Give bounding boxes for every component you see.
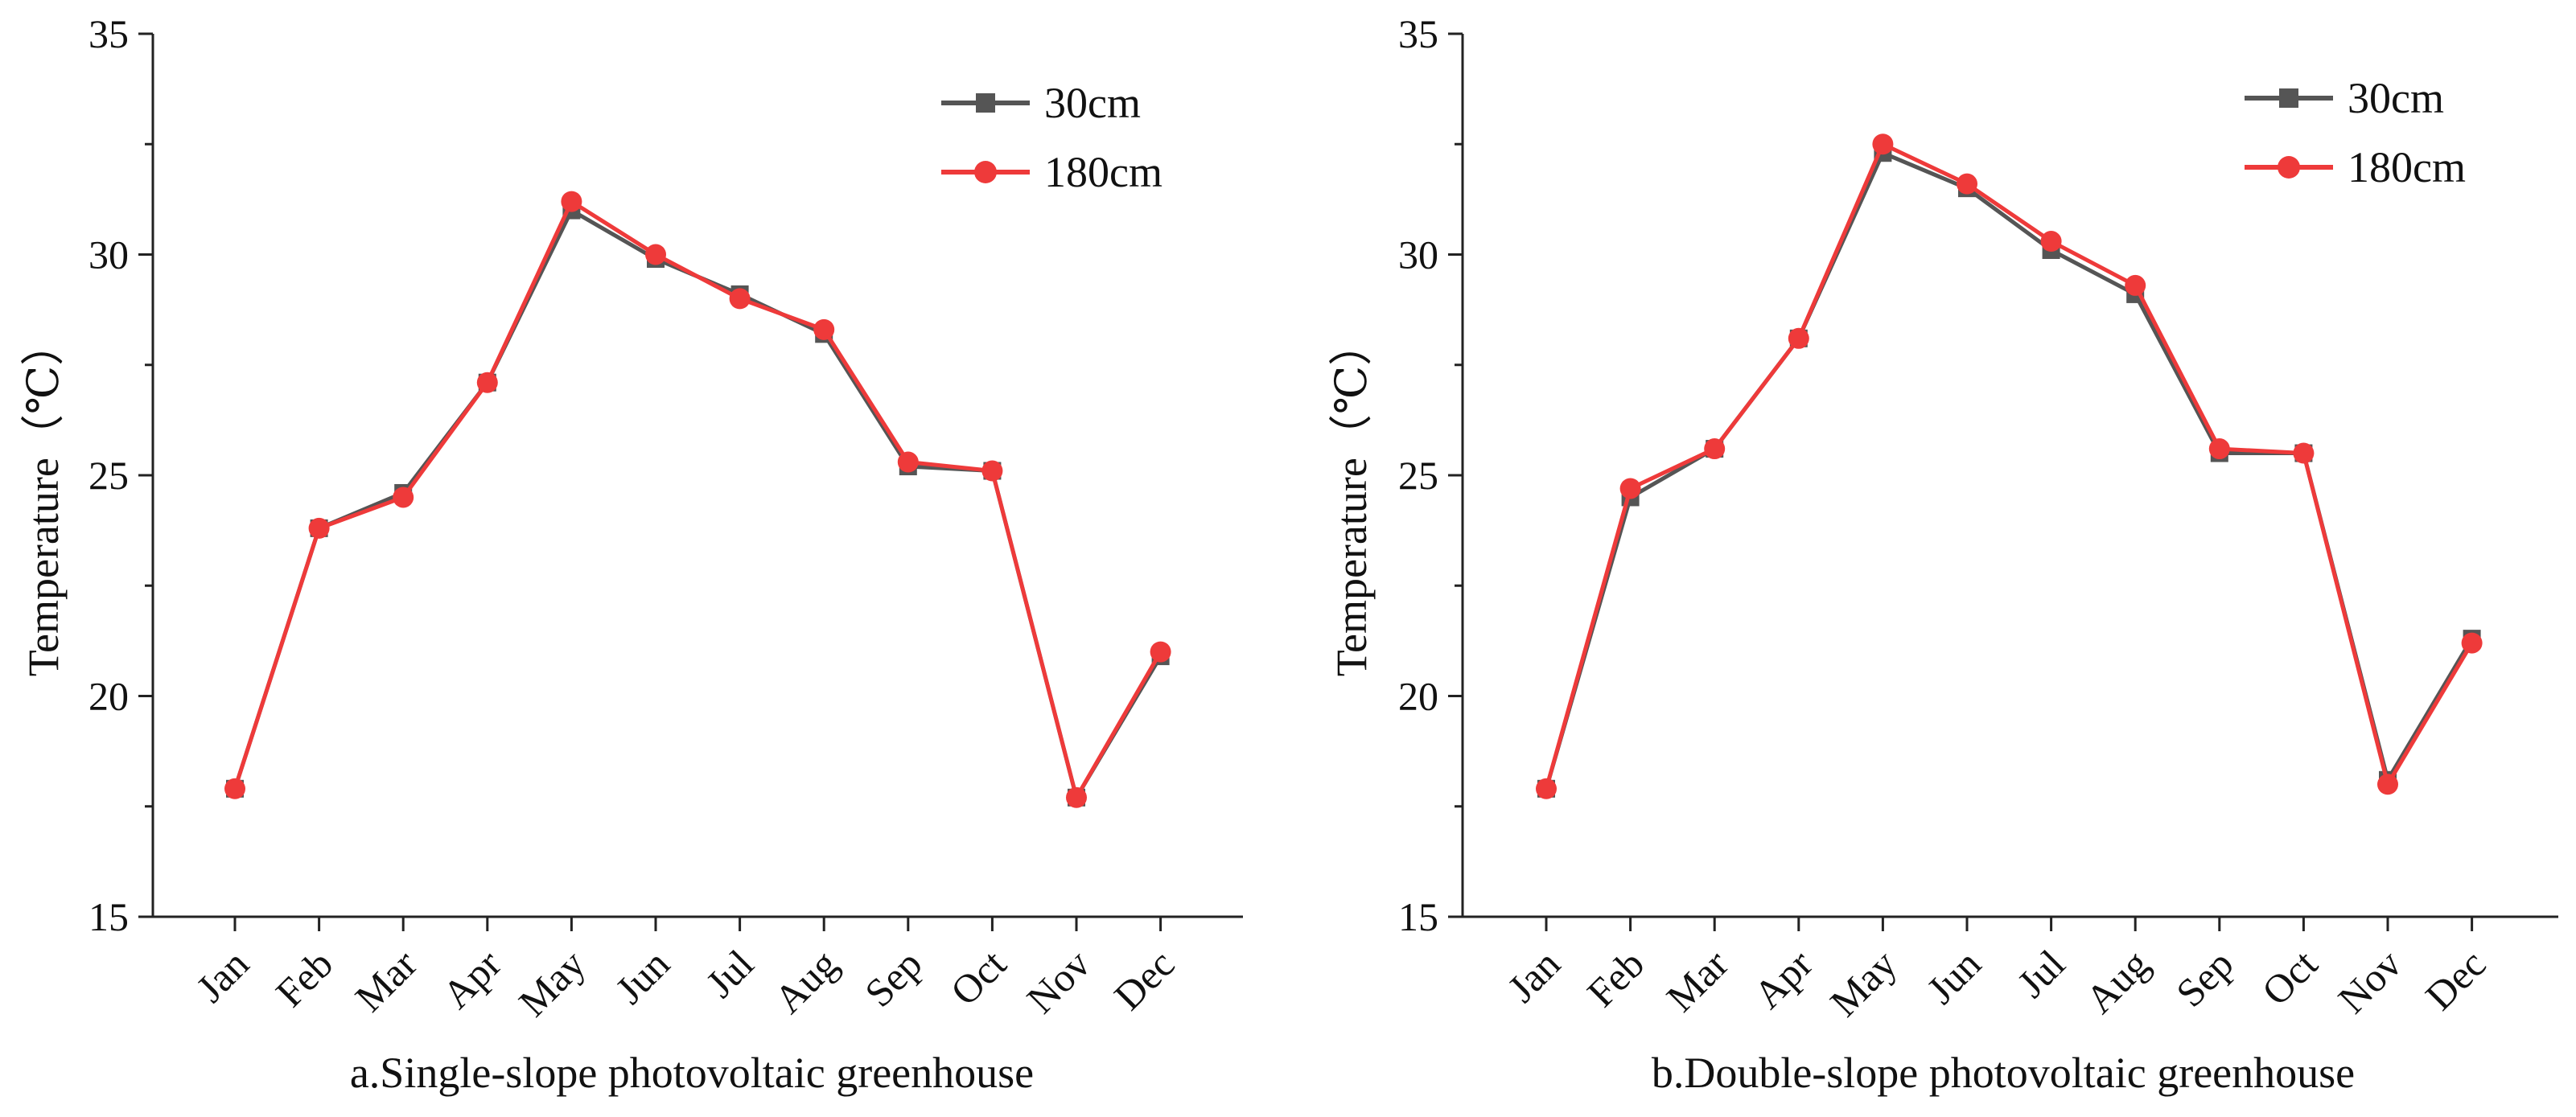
- x-tick-label: Sep: [2167, 941, 2242, 1016]
- data-point-180cm-May: [561, 191, 582, 212]
- x-tick-label: Apr: [434, 941, 510, 1017]
- x-tick-label: Apr: [1745, 941, 1821, 1017]
- data-point-180cm-Nov: [2377, 774, 2398, 795]
- legend-marker-30cm: [976, 93, 995, 113]
- series-line-180cm: [1544, 142, 2474, 790]
- data-point-180cm-Jul: [2040, 231, 2062, 253]
- y-tick-label: 15: [1398, 894, 1438, 939]
- data-point-180cm-Oct: [981, 460, 1003, 482]
- data-point-180cm-Aug: [2125, 274, 2146, 296]
- x-tick-label: Mar: [346, 941, 426, 1020]
- x-tick-label: Aug: [2076, 941, 2157, 1021]
- y-axis-title: Temperature（℃）: [19, 322, 68, 676]
- data-point-180cm-Jun: [645, 244, 666, 265]
- x-tick-label: Aug: [765, 941, 846, 1021]
- data-point-180cm-Jul: [729, 288, 751, 310]
- data-point-180cm-Oct: [2293, 442, 2315, 464]
- x-tick-label: Oct: [942, 941, 1015, 1014]
- legend-marker-30cm: [2279, 88, 2298, 108]
- series-line-30cm: [1544, 150, 2474, 790]
- x-tick-label: Jul: [697, 941, 763, 1006]
- legend-label-30cm: 30cm: [2348, 74, 2444, 122]
- y-tick-label: 35: [1398, 11, 1438, 56]
- x-tick-label: Jun: [1918, 941, 1990, 1012]
- data-point-180cm-Sep: [2208, 438, 2230, 460]
- series-line-30cm: [232, 208, 1162, 800]
- legend-label-180cm: 180cm: [1044, 148, 1162, 196]
- legend-marker-180cm: [2278, 156, 2300, 179]
- x-tick-label: Feb: [1578, 941, 1653, 1016]
- data-point-180cm-Mar: [1704, 438, 1726, 460]
- legend-marker-180cm: [974, 161, 997, 183]
- x-tick-label: Jan: [1499, 941, 1569, 1011]
- data-point-180cm-Dec: [1150, 641, 1171, 663]
- y-tick-label: 30: [1398, 232, 1438, 277]
- y-tick-label: 35: [88, 11, 129, 56]
- data-point-180cm-Jan: [224, 778, 245, 799]
- data-point-180cm-Aug: [813, 318, 835, 340]
- data-point-180cm-May: [1872, 133, 1894, 155]
- data-point-180cm-Jan: [1536, 778, 1557, 799]
- data-point-180cm-Feb: [1619, 478, 1641, 499]
- chart-panel-b: 15 20 25 30 35 Jan Feb Mar Apr May Jun Jul Aug Sep Oct…: [1327, 11, 2558, 1097]
- data-point-180cm-Apr: [476, 372, 498, 393]
- data-point-180cm-Sep: [897, 451, 919, 473]
- data-point-180cm-Nov: [1066, 786, 1087, 808]
- x-tick-label: Nov: [2329, 941, 2409, 1021]
- x-tick-label: Feb: [267, 941, 342, 1016]
- chart-caption: b.Double-slope photovoltaic greenhouse: [1652, 1049, 2355, 1097]
- y-axis-title: Temperature（℃）: [1327, 322, 1376, 676]
- data-point-180cm-Feb: [308, 517, 330, 539]
- data-point-180cm-Apr: [1788, 327, 1809, 349]
- legend-label-180cm: 180cm: [2348, 143, 2466, 191]
- x-tick-label: Oct: [2253, 941, 2327, 1014]
- chart-panel-a: 15 20 25 30 35 Jan Feb Mar Apr May Jun Jul Aug Sep Oct…: [19, 11, 1243, 1097]
- y-tick-label: 30: [88, 232, 129, 277]
- x-tick-label: Jul: [2009, 941, 2074, 1006]
- y-tick-label: 20: [1398, 674, 1438, 719]
- x-tick-label: Sep: [856, 941, 931, 1016]
- x-tick-label: Mar: [1657, 941, 1737, 1020]
- series-line-180cm: [232, 199, 1162, 800]
- data-point-180cm-Dec: [2461, 632, 2483, 654]
- y-tick-label: 20: [88, 674, 129, 719]
- y-tick-label: 25: [88, 453, 129, 498]
- x-tick-label: Nov: [1018, 941, 1098, 1021]
- x-tick-label: May: [1821, 941, 1905, 1025]
- data-point-180cm-Jun: [1957, 173, 1977, 195]
- chart-caption: a.Single-slope photovoltaic greenhouse: [350, 1049, 1034, 1097]
- x-tick-label: Dec: [1105, 941, 1183, 1019]
- legend-label-30cm: 30cm: [1044, 79, 1141, 127]
- x-tick-label: Dec: [2417, 941, 2495, 1019]
- data-point-180cm-Mar: [393, 487, 414, 508]
- x-tick-label: Jun: [607, 941, 678, 1012]
- y-tick-label: 15: [88, 894, 129, 939]
- x-tick-label: May: [510, 941, 594, 1025]
- y-tick-label: 25: [1398, 453, 1438, 498]
- x-tick-label: Jan: [187, 941, 257, 1011]
